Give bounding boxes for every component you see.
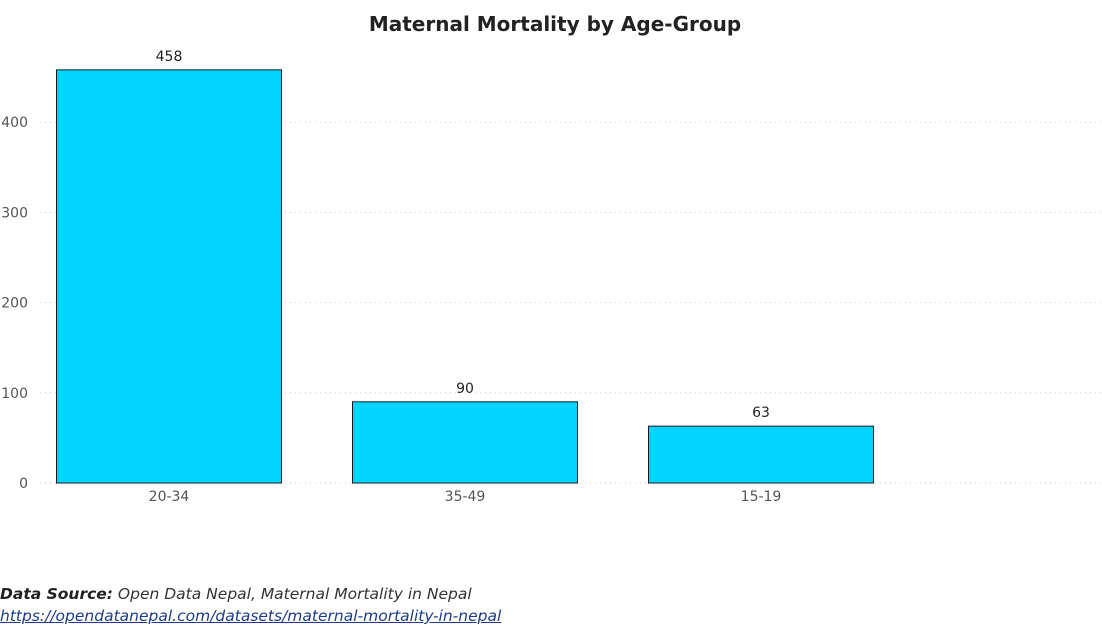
x-tick-label-35-49: 35-49 xyxy=(445,489,486,505)
x-axis-ticks: 20-34 35-49 15-19 xyxy=(149,489,782,505)
y-tick-label: 0 xyxy=(19,476,28,492)
bar-35-49 xyxy=(352,401,578,484)
source-text: Open Data Nepal, Maternal Mortality in N… xyxy=(117,585,472,603)
data-label-35-49: 90 xyxy=(456,381,474,397)
data-labels: 458 90 63 xyxy=(156,49,770,421)
source-link[interactable]: https://opendatanepal.com/datasets/mater… xyxy=(0,607,502,625)
x-tick-label-15-19: 15-19 xyxy=(741,489,782,505)
y-tick-label: 100 xyxy=(1,386,28,402)
bar-chart: Maternal Mortality by Age-Group 0 100 200 3… xyxy=(1,12,1102,505)
data-label-20-34: 458 xyxy=(156,49,183,65)
bar-15-19 xyxy=(648,425,874,484)
y-axis-ticks: 0 100 200 300 400 xyxy=(1,115,28,492)
source-label: Data Source: xyxy=(0,585,113,603)
data-label-15-19: 63 xyxy=(752,405,770,421)
data-source-note: Data Source: Open Data Nepal, Maternal M… xyxy=(0,583,501,627)
y-tick-label: 300 xyxy=(1,205,28,221)
chart-title: Maternal Mortality by Age-Group xyxy=(369,12,741,36)
bar-20-34 xyxy=(56,69,282,484)
x-tick-label-20-34: 20-34 xyxy=(149,489,190,505)
bars xyxy=(56,69,874,484)
y-tick-label: 400 xyxy=(1,115,28,131)
y-tick-label: 200 xyxy=(1,296,28,312)
